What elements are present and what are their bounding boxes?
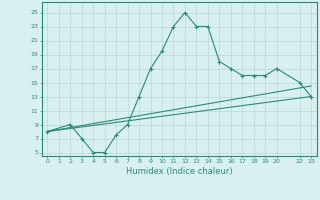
X-axis label: Humidex (Indice chaleur): Humidex (Indice chaleur) — [126, 167, 233, 176]
